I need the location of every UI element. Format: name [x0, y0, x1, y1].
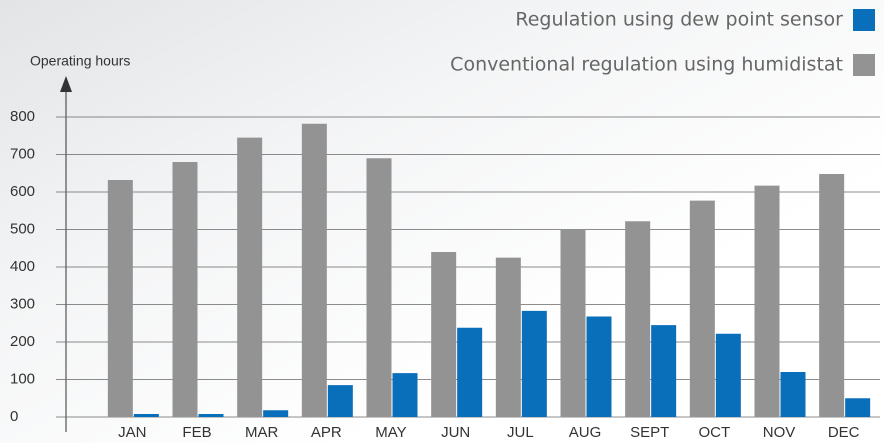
y-tick-label: 400: [10, 258, 35, 275]
bar: [586, 316, 612, 417]
x-tick-label: OCT: [698, 424, 730, 441]
bar: [263, 410, 289, 417]
bar: [754, 185, 780, 417]
bar: [172, 162, 198, 417]
x-tick-label: MAR: [245, 424, 279, 441]
y-tick-label: 600: [10, 183, 35, 200]
x-tick-label: MAY: [375, 424, 406, 441]
bar: [327, 385, 353, 417]
y-tick-label: 800: [10, 108, 35, 125]
y-tick-label: 0: [10, 408, 18, 425]
x-tick-label: FEB: [182, 424, 211, 441]
legend-swatch: [853, 9, 875, 31]
x-tick-label: SEPT: [630, 424, 669, 441]
y-tick-label: 500: [10, 220, 35, 237]
bar: [366, 158, 392, 417]
y-tick-label: 100: [10, 370, 35, 387]
bar: [715, 333, 741, 417]
y-tick-label: 300: [10, 295, 35, 312]
bar: [689, 200, 715, 417]
bar: [301, 123, 327, 417]
bar: [392, 373, 418, 417]
legend-label: Conventional regulation using humidistat: [450, 54, 843, 76]
y-tick-label: 700: [10, 145, 35, 162]
bar: [237, 137, 263, 417]
bar: [133, 414, 159, 417]
bar: [845, 398, 871, 417]
bar: [625, 221, 651, 417]
y-axis-label: Operating hours: [30, 53, 130, 69]
bar: [819, 174, 845, 417]
bar: [431, 252, 457, 417]
x-tick-label: JAN: [118, 424, 146, 441]
x-tick-label: DEC: [828, 424, 860, 441]
x-tick-label: NOV: [763, 424, 796, 441]
bar: [560, 229, 586, 417]
y-axis-arrow: [60, 76, 72, 92]
bar: [457, 327, 483, 417]
bar: [521, 310, 547, 417]
bar: [107, 180, 133, 417]
bar: [780, 372, 806, 417]
x-tick-label: JUL: [507, 424, 534, 441]
y-tick-label: 200: [10, 333, 35, 350]
x-tick-label: JUN: [441, 424, 470, 441]
legend-swatch: [853, 54, 875, 76]
bar: [198, 414, 224, 417]
x-tick-label: APR: [311, 424, 342, 441]
x-tick-label: AUG: [569, 424, 602, 441]
bar: [651, 325, 677, 417]
legend-label: Regulation using dew point sensor: [515, 9, 843, 31]
bar: [495, 257, 521, 417]
